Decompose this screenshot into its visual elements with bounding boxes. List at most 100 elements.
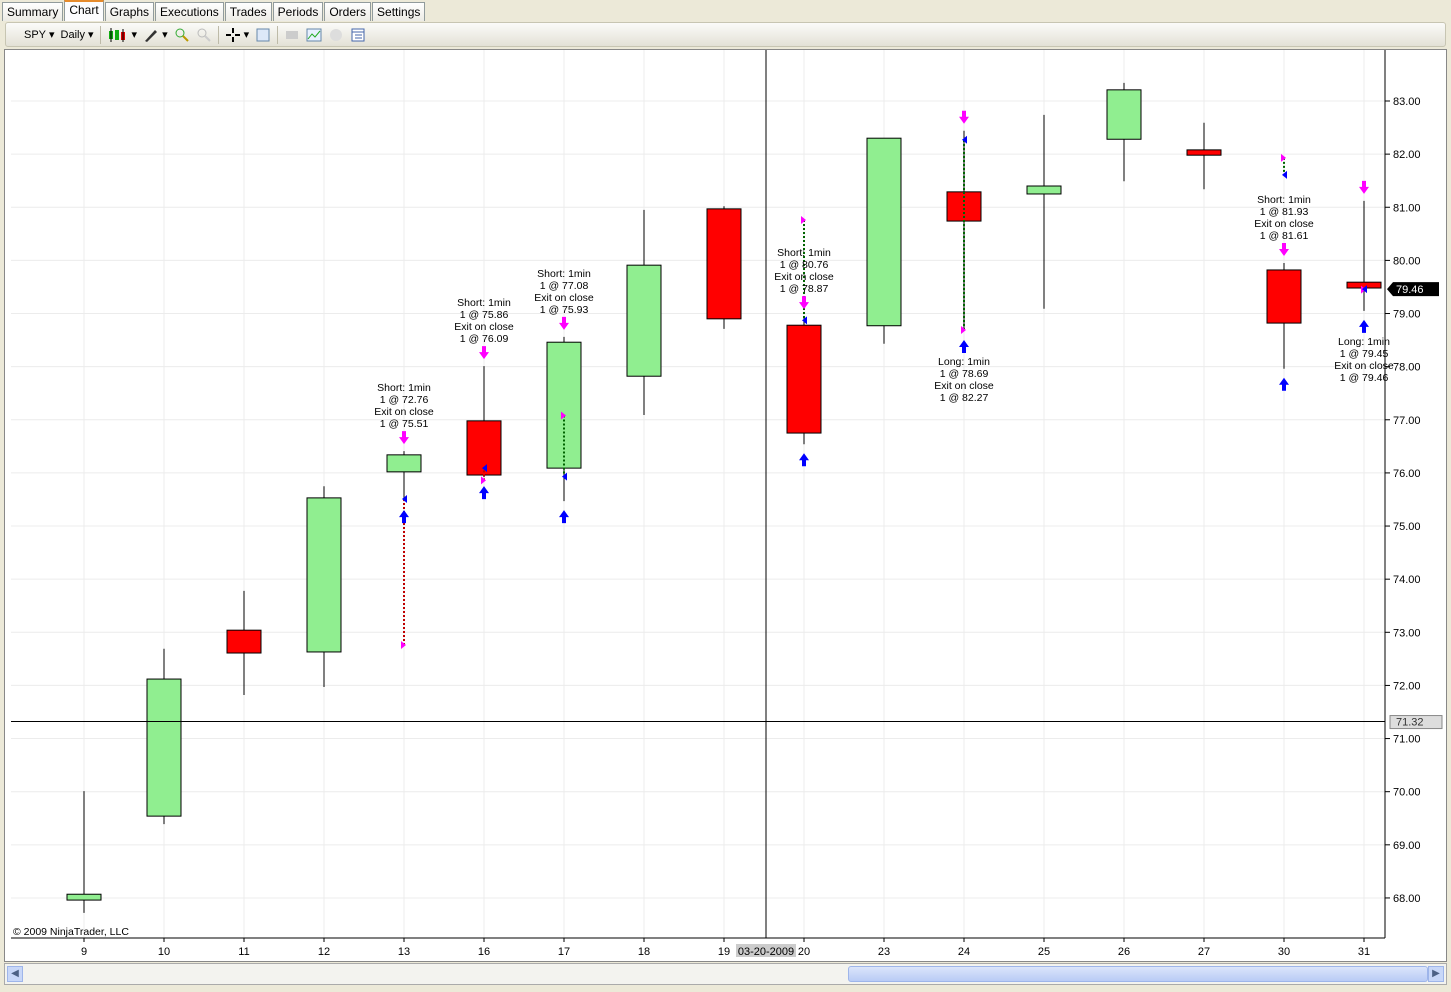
x-tick-label: 20 bbox=[798, 946, 810, 958]
entry-triangle-icon bbox=[1281, 153, 1286, 162]
instrument-selector[interactable]: SPY ▾ bbox=[24, 28, 55, 42]
last-price-marker bbox=[1387, 282, 1439, 297]
data-box-icon[interactable] bbox=[284, 27, 300, 43]
y-tick-label: 79.00 bbox=[1393, 309, 1421, 321]
candlestick-style-icon[interactable]: ▾ bbox=[107, 27, 137, 43]
candle-body bbox=[1106, 89, 1142, 140]
crosshair-icon[interactable]: ▾ bbox=[225, 27, 249, 43]
tab-periods[interactable]: Periods bbox=[272, 2, 324, 21]
trade-label-line: Short: 1min bbox=[1257, 194, 1311, 206]
candle-body bbox=[1186, 149, 1222, 156]
y-tick-label: 71.00 bbox=[1393, 734, 1421, 746]
candle-17 bbox=[546, 336, 582, 502]
trade-label-line: 1 @ 75.51 bbox=[380, 418, 429, 430]
chevron-down-icon: ▾ bbox=[88, 29, 94, 41]
x-tick-label: 12 bbox=[318, 946, 330, 958]
toolbar-divider bbox=[99, 25, 101, 44]
trade-label-line: 1 @ 82.27 bbox=[940, 392, 989, 404]
trade-label-line: Long: 1min bbox=[938, 356, 990, 368]
trade-label-line: Exit on close bbox=[454, 321, 514, 333]
properties-icon[interactable] bbox=[255, 27, 271, 43]
tab-chart[interactable]: Chart bbox=[64, 0, 104, 21]
horizontal-scrollbar[interactable]: ◀ ▶ bbox=[4, 963, 1447, 985]
candle-30 bbox=[1266, 263, 1302, 369]
scroll-right-button[interactable]: ▶ bbox=[1428, 966, 1444, 982]
x-tick-label: 13 bbox=[398, 946, 410, 958]
x-tick-label: 10 bbox=[158, 946, 170, 958]
zoom-out-icon[interactable] bbox=[196, 27, 212, 43]
trade-label-line: 1 @ 81.93 bbox=[1260, 206, 1309, 218]
sell-arrow-icon bbox=[399, 431, 409, 445]
exit-triangle-icon bbox=[962, 135, 967, 144]
last-price-label: 79.46 bbox=[1396, 284, 1424, 296]
tab-settings[interactable]: Settings bbox=[372, 2, 426, 21]
exit-triangle-icon bbox=[1362, 285, 1367, 294]
candle-body bbox=[546, 341, 582, 469]
drawing-pen-icon[interactable]: ▾ bbox=[143, 27, 168, 43]
sell-arrow-icon bbox=[799, 296, 809, 310]
chart-panel[interactable]: 68.00 69.00 70.00 71.00 72.00 73.00 74.00 75.00… bbox=[4, 49, 1447, 962]
y-tick-label: 78.00 bbox=[1393, 362, 1421, 374]
crosshair-price-box bbox=[1389, 715, 1443, 730]
trade-label-line: Short: 1min bbox=[377, 382, 431, 394]
period-selector[interactable]: Daily ▾ bbox=[61, 28, 94, 42]
trade-label-line: Exit on close bbox=[774, 271, 834, 283]
trade-label-line: Exit on close bbox=[1334, 360, 1394, 372]
chart-toolbar: SPY ▾ Daily ▾ ▾ ▾ ▾ bbox=[5, 22, 1446, 47]
scroll-left-button[interactable]: ◀ bbox=[7, 966, 23, 982]
tab-orders[interactable]: Orders bbox=[324, 2, 372, 21]
trade-label-line: 1 @ 72.76 bbox=[380, 394, 429, 406]
candle-25 bbox=[1026, 114, 1062, 309]
tab-summary[interactable]: Summary bbox=[2, 2, 64, 21]
trade-label-line: 1 @ 77.08 bbox=[540, 280, 589, 292]
tab-trades[interactable]: Trades bbox=[224, 2, 272, 21]
x-tick-label: 16 bbox=[478, 946, 490, 958]
indicators-icon[interactable] bbox=[306, 27, 322, 43]
candle-26 bbox=[1106, 82, 1142, 182]
trade-label-line: 1 @ 78.69 bbox=[940, 368, 989, 380]
exit-triangle-icon bbox=[562, 472, 567, 481]
x-tick-label: 30 bbox=[1278, 946, 1290, 958]
candle-body bbox=[866, 137, 902, 327]
tab-executions[interactable]: Executions bbox=[155, 2, 224, 21]
copyright-text: © 2009 NinjaTrader, LLC bbox=[13, 926, 129, 938]
trade-label-line: Exit on close bbox=[534, 292, 594, 304]
entry-triangle-icon bbox=[481, 476, 486, 485]
candle-body bbox=[66, 893, 102, 901]
candle-19 bbox=[706, 206, 742, 329]
x-tick-label: 9 bbox=[81, 946, 87, 958]
exit-triangle-icon bbox=[402, 494, 407, 503]
y-tick-label: 68.00 bbox=[1393, 893, 1421, 905]
candle-body bbox=[466, 420, 502, 476]
zoom-in-icon[interactable] bbox=[174, 27, 190, 43]
candle-body bbox=[226, 629, 262, 654]
exit-triangle-icon bbox=[802, 316, 807, 325]
scrollbar-thumb[interactable] bbox=[848, 966, 1428, 982]
sell-arrow-icon bbox=[959, 110, 969, 124]
chart-settings-icon[interactable] bbox=[350, 27, 366, 43]
candle-31 bbox=[1346, 200, 1382, 311]
buy-arrow-icon bbox=[399, 510, 409, 524]
price-chart[interactable]: 68.00 69.00 70.00 71.00 72.00 73.00 74.00 75.00… bbox=[5, 50, 1446, 961]
chevron-down-icon: ▾ bbox=[49, 29, 55, 41]
tab-bar: Summary Chart Graphs Executions Trades Period… bbox=[0, 0, 426, 21]
strategy-icon[interactable] bbox=[328, 27, 344, 43]
candle-10 bbox=[146, 648, 182, 825]
tab-graphs[interactable]: Graphs bbox=[104, 2, 155, 21]
trade-label-line: 1 @ 81.61 bbox=[1260, 230, 1309, 242]
y-tick-label: 70.00 bbox=[1393, 787, 1421, 799]
candle-body bbox=[306, 497, 342, 653]
buy-arrow-icon bbox=[959, 340, 969, 354]
candle-body bbox=[146, 678, 182, 817]
trade-label-line: Short: 1min bbox=[457, 297, 511, 309]
x-tick-label: 18 bbox=[638, 946, 650, 958]
trade-label-line: Long: 1min bbox=[1338, 336, 1390, 348]
y-tick-label: 76.00 bbox=[1393, 468, 1421, 480]
buy-arrow-icon bbox=[1279, 377, 1289, 391]
trade-label-line: Short: 1min bbox=[537, 268, 591, 280]
trade-label-line: Exit on close bbox=[1254, 218, 1314, 230]
